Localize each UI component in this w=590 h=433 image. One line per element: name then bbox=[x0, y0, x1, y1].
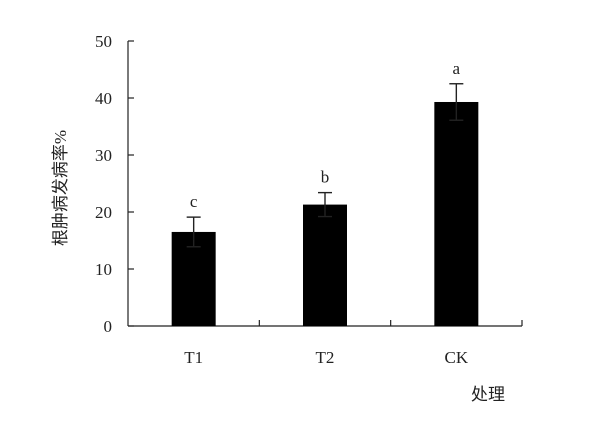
significance-label: a bbox=[453, 59, 461, 78]
bar-ck bbox=[434, 101, 479, 327]
x-tick-label: T2 bbox=[316, 348, 335, 367]
y-tick-label: 20 bbox=[95, 203, 112, 222]
bar-t1 bbox=[171, 231, 216, 326]
x-axis-title: 处理 bbox=[471, 385, 505, 404]
y-tick-label: 30 bbox=[95, 146, 112, 165]
y-axis-title: 根肿病发病率% bbox=[51, 130, 70, 246]
y-tick-label: 0 bbox=[104, 317, 113, 336]
y-tick-label: 10 bbox=[95, 260, 112, 279]
error-bars bbox=[186, 83, 464, 248]
bar-t2 bbox=[303, 204, 347, 326]
x-tick-label: CK bbox=[445, 348, 469, 367]
labels: 0 10 20 30 40 50 c T1 b T2 a CK bbox=[95, 32, 469, 367]
significance-label: b bbox=[321, 168, 330, 187]
significance-label: c bbox=[190, 192, 198, 211]
y-tick-label: 40 bbox=[95, 89, 112, 108]
bars bbox=[171, 101, 479, 327]
x-tick-label: T1 bbox=[184, 348, 203, 367]
y-tick-label: 50 bbox=[95, 32, 112, 51]
